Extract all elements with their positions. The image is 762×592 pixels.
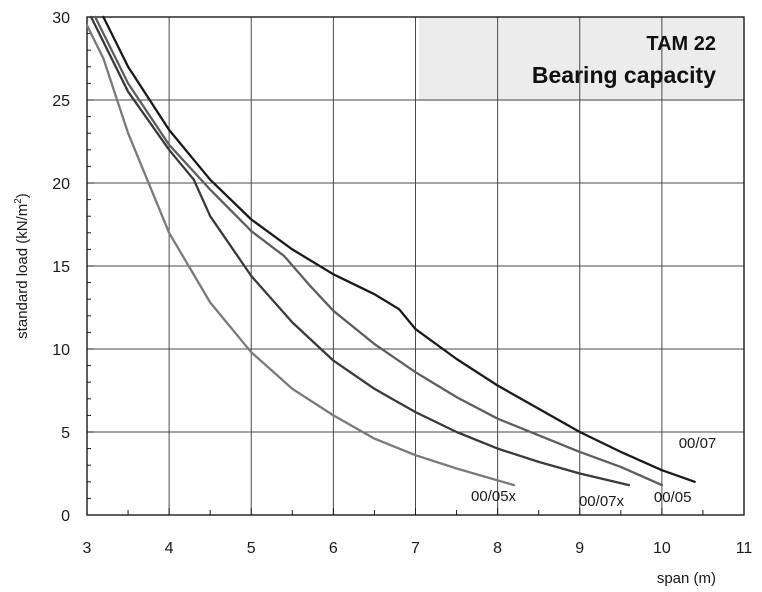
y-tick-label: 0	[61, 508, 70, 525]
x-tick-label: 4	[165, 540, 174, 557]
data-point-00-05x	[250, 351, 253, 354]
data-point-00-07x	[90, 16, 92, 18]
data-point-00-07	[496, 384, 499, 387]
data-point-00-07	[373, 293, 376, 296]
data-point-00-05x	[332, 414, 335, 417]
data-point-00-07	[620, 451, 622, 453]
data-point-00-05	[455, 396, 458, 398]
data-point-00-07	[291, 248, 294, 251]
data-point-00-05	[94, 16, 97, 18]
data-point-00-05	[537, 434, 540, 437]
data-point-00-07	[693, 481, 696, 483]
data-point-00-05x	[127, 132, 129, 134]
data-point-00-05	[283, 255, 285, 257]
data-point-00-07	[414, 328, 417, 330]
y-tick-label: 20	[52, 176, 70, 193]
data-point-00-05	[250, 230, 253, 232]
data-point-00-07x	[168, 149, 170, 151]
data-point-00-07x	[537, 461, 540, 463]
series-line-00-05x	[85, 24, 516, 487]
y-axis-title-close: )	[14, 193, 31, 198]
data-point-00-07	[661, 469, 663, 471]
data-point-00-05x	[291, 388, 294, 390]
data-point-00-05	[578, 451, 581, 453]
series-label-00-05: 00/05	[654, 489, 692, 506]
data-point-00-05	[414, 371, 417, 374]
y-tick-label: 5	[61, 425, 70, 442]
data-point-00-07	[209, 178, 211, 181]
data-point-00-07x	[455, 431, 458, 433]
title-box	[419, 17, 744, 101]
data-point-00-05x	[209, 301, 211, 304]
data-point-00-07x	[291, 321, 294, 324]
x-tick-label: 9	[575, 540, 584, 557]
x-tick-label: 3	[83, 540, 92, 557]
data-point-00-07x	[250, 275, 253, 277]
series-line-00-05	[94, 15, 664, 487]
data-point-00-07x	[414, 411, 417, 413]
data-point-00-05x	[373, 437, 376, 440]
data-point-00-05x	[86, 24, 88, 27]
y-axis-title: standard load (kN/m2)	[13, 193, 31, 339]
data-point-00-05	[661, 484, 663, 486]
y-tick-label: 25	[52, 93, 70, 110]
series-lines	[85, 15, 696, 487]
data-point-00-07x	[192, 178, 195, 181]
data-point-00-05x	[513, 484, 515, 486]
data-point-00-05x	[455, 467, 458, 470]
series-label-00-07x: 00/07x	[579, 493, 625, 510]
y-axis-title-superscript: 2	[13, 198, 24, 204]
x-tick-label: 11	[736, 540, 753, 557]
y-tick-labels: 0 5 10 15 20 25 30	[52, 10, 70, 525]
y-tick-label: 10	[52, 342, 70, 359]
y-axis-title-main: standard load (kN/m	[14, 204, 31, 339]
data-point-00-05	[168, 144, 170, 146]
data-point-00-07x	[332, 359, 335, 362]
data-point-00-07	[102, 16, 105, 18]
data-point-00-07	[127, 66, 129, 68]
data-point-00-05x	[414, 454, 417, 457]
series-label-00-05x: 00/05x	[471, 488, 517, 505]
data-point-00-05	[209, 188, 211, 191]
data-point-00-07	[578, 431, 581, 433]
chart-subtitle: Bearing capacity	[532, 62, 716, 88]
data-point-00-07x	[496, 447, 499, 450]
series-labels: 00/07 00/05 00/07x 00/05x	[471, 435, 716, 510]
data-point-00-07	[455, 358, 458, 360]
data-point-00-07	[250, 218, 253, 221]
data-point-00-05	[496, 417, 499, 420]
data-point-00-07x	[209, 215, 211, 217]
data-point-00-07	[332, 273, 335, 276]
plot-frame	[86, 16, 745, 516]
data-point-00-07	[168, 129, 170, 131]
data-point-00-07x	[373, 388, 376, 390]
data-point-00-07	[537, 407, 540, 410]
x-tick-labels: 3 4 5 6 7 8 9 10 11	[83, 540, 753, 557]
data-point-00-07x	[628, 484, 630, 486]
y-tick-label: 15	[52, 259, 70, 276]
data-point-00-05x	[102, 57, 105, 60]
data-point-00-05	[373, 343, 376, 345]
x-tick-label: 8	[493, 540, 502, 557]
x-axis-title: span (m)	[657, 570, 716, 587]
chart-title: TAM 22	[646, 33, 716, 55]
data-point-00-05	[620, 466, 622, 468]
data-point-00-05x	[168, 232, 170, 234]
x-tick-label: 6	[329, 540, 338, 557]
data-point-00-07	[398, 308, 400, 310]
data-point-00-05	[127, 82, 129, 85]
data-point-00-07x	[127, 90, 129, 93]
data-point-00-05	[307, 283, 310, 286]
series-label-00-07: 00/07	[679, 435, 717, 452]
x-tick-label: 5	[247, 540, 256, 557]
data-point-00-07x	[578, 472, 581, 475]
y-tick-label: 30	[52, 10, 70, 27]
x-tick-label: 10	[653, 540, 671, 557]
data-point-00-05	[332, 310, 335, 312]
x-tick-label: 7	[411, 540, 420, 557]
